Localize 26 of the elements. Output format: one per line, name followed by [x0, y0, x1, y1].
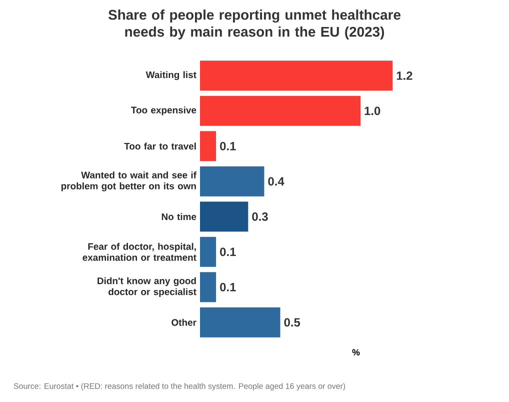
data-label: 1.2: [396, 71, 412, 80]
data-label: 0.1: [220, 282, 236, 292]
bar: [200, 272, 216, 302]
data-label: 0.3: [252, 212, 268, 221]
x-axis-title: %: [352, 349, 360, 356]
bar: [200, 60, 393, 91]
y-tick-label: Fear of doctor, hospital, examination or treatment: [82, 242, 196, 261]
bar: [200, 166, 264, 196]
data-label: 1.0: [364, 106, 380, 116]
y-tick-label: Waiting list: [146, 71, 196, 80]
data-label: 0.1: [220, 142, 236, 150]
y-tick-label: Other: [172, 318, 196, 326]
data-label: 0.4: [268, 177, 284, 186]
y-tick-label: No time: [162, 213, 196, 220]
bar: [200, 236, 216, 267]
data-label: 0.1: [220, 248, 236, 256]
y-tick-label: Too far to travel: [124, 142, 196, 150]
bar: [200, 307, 280, 338]
y-tick-label: Too expensive: [131, 106, 196, 116]
bar: [200, 131, 216, 162]
y-tick-label: Wanted to wait and see if problem got better on its own: [61, 171, 197, 192]
data-label: 0.5: [284, 318, 300, 327]
y-tick-label: Didn't know any good doctor or specialist: [98, 277, 196, 298]
chart-title: Share of people reporting unmet healthcare needs by main reason in the EU (2023): [108, 10, 400, 40]
bar: [200, 202, 248, 232]
bar: [200, 96, 360, 126]
